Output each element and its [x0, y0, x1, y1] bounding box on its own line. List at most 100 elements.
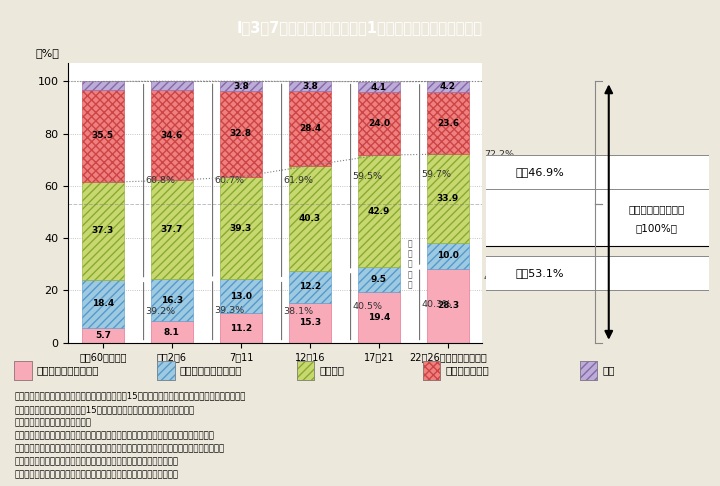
Text: 8.1: 8.1: [164, 328, 180, 336]
Text: 32.8: 32.8: [230, 129, 252, 139]
Bar: [82, 328, 124, 343]
Bar: [289, 91, 330, 166]
Text: 15.3: 15.3: [299, 318, 321, 327]
Bar: [220, 313, 261, 343]
Text: 24.0: 24.0: [368, 119, 390, 128]
Text: 34.6: 34.6: [161, 131, 183, 140]
Text: ２．第１子が１歳以上15歳未満の初婚どうしの夫婦について集計。: ２．第１子が１歳以上15歳未満の初婚どうしの夫婦について集計。: [14, 405, 194, 414]
Bar: [151, 81, 192, 90]
Text: 10.0: 10.0: [437, 251, 459, 260]
Text: 28.3: 28.3: [437, 301, 459, 310]
Text: 就業継続（育休利用）: 就業継続（育休利用）: [37, 365, 99, 375]
Bar: [427, 92, 469, 154]
Y-axis label: （%）: （%）: [36, 48, 60, 58]
Text: 9.5: 9.5: [371, 275, 387, 284]
Bar: [580, 361, 598, 380]
Text: 37.3: 37.3: [91, 226, 114, 236]
Text: 妊娠前から無職　　　－妊娠判明時無職～子供１歳時無職: 妊娠前から無職 －妊娠判明時無職～子供１歳時無職: [14, 470, 178, 480]
Bar: [158, 361, 175, 380]
Text: 39.2%: 39.2%: [145, 307, 176, 316]
Bar: [82, 89, 124, 182]
Text: 無職46.9%: 無職46.9%: [516, 167, 564, 176]
Text: 16.3: 16.3: [161, 295, 183, 305]
Text: 5.7: 5.7: [95, 330, 111, 340]
Bar: [151, 90, 192, 180]
Bar: [151, 180, 192, 279]
FancyBboxPatch shape: [265, 257, 720, 291]
FancyBboxPatch shape: [388, 183, 720, 246]
Bar: [423, 361, 440, 380]
Bar: [289, 82, 330, 91]
Text: 59.5%: 59.5%: [353, 172, 383, 181]
Text: 40.3%: 40.3%: [422, 300, 452, 310]
Text: 28.4: 28.4: [299, 124, 321, 133]
Text: 40.3: 40.3: [299, 214, 321, 223]
Text: （100%）: （100%）: [636, 223, 678, 233]
Text: 就業継続（育休なし）: 就業継続（育休なし）: [180, 365, 242, 375]
Text: 出
産
前
有
職: 出 産 前 有 職: [408, 239, 413, 290]
Text: ３．出産前後の就業経歴: ３．出産前後の就業経歴: [14, 418, 91, 427]
Bar: [359, 267, 400, 292]
Text: 37.7: 37.7: [161, 225, 183, 234]
Text: 23.6: 23.6: [437, 119, 459, 128]
Bar: [82, 279, 124, 328]
Bar: [427, 82, 469, 92]
Text: 有職53.1%: 有職53.1%: [516, 268, 564, 278]
Bar: [423, 361, 440, 380]
Text: 就業継続（育休なし）－妊娠判明時就業～育児休業取得なし～子供１歳時就業: 就業継続（育休なし）－妊娠判明時就業～育児休業取得なし～子供１歳時就業: [14, 444, 225, 453]
Bar: [220, 91, 261, 177]
Text: 60.8%: 60.8%: [145, 176, 176, 185]
Bar: [297, 361, 315, 380]
Text: 40.5%: 40.5%: [353, 302, 383, 311]
Bar: [82, 182, 124, 279]
Text: 就業継続（育休利用）－妊娠判明時就業～育児休業取得～子供１歳時就業: 就業継続（育休利用）－妊娠判明時就業～育児休業取得～子供１歳時就業: [14, 431, 214, 440]
Bar: [289, 271, 330, 303]
Text: 4.1: 4.1: [371, 83, 387, 91]
Bar: [82, 82, 124, 89]
Text: 第１子出産前有職者: 第１子出産前有職者: [629, 205, 685, 214]
Text: 出産退職: 出産退職: [320, 365, 344, 375]
Bar: [427, 269, 469, 343]
Text: 3.8: 3.8: [233, 82, 249, 91]
Text: 3.8: 3.8: [302, 82, 318, 91]
Bar: [359, 92, 400, 155]
Bar: [151, 279, 192, 321]
Text: 60.7%: 60.7%: [215, 175, 245, 185]
Bar: [151, 321, 192, 343]
Bar: [427, 154, 469, 243]
Bar: [359, 82, 400, 92]
Bar: [359, 155, 400, 267]
Bar: [289, 303, 330, 343]
Bar: [427, 243, 469, 269]
Bar: [289, 166, 330, 271]
FancyBboxPatch shape: [265, 155, 720, 189]
Text: 妊娠前から無職: 妊娠前から無職: [445, 365, 489, 375]
Bar: [220, 177, 261, 279]
Text: I－3－7図　子供の出生年別第1子出産前後の妻の就業経歴: I－3－7図 子供の出生年別第1子出産前後の妻の就業経歴: [237, 20, 483, 35]
Text: 出産退職　　　　　　－妊娠判明時就業～子供１歳時無職: 出産退職 －妊娠判明時就業～子供１歳時無職: [14, 457, 178, 467]
Text: 61.9%: 61.9%: [284, 176, 314, 185]
Text: 42.9: 42.9: [368, 207, 390, 216]
Bar: [220, 279, 261, 313]
Text: 33.9: 33.9: [437, 194, 459, 203]
Text: 18.4: 18.4: [91, 299, 114, 308]
Bar: [580, 361, 598, 380]
Text: 11.2: 11.2: [230, 324, 252, 332]
Bar: [359, 292, 400, 343]
Text: 12.2: 12.2: [299, 282, 321, 291]
Text: 4.2: 4.2: [440, 83, 456, 91]
Text: （備考）１．国立社会保障・人口問題研究所「第15回出生動向基本調査（夫婦調査）」より作成。: （備考）１．国立社会保障・人口問題研究所「第15回出生動向基本調査（夫婦調査）」…: [14, 392, 246, 401]
Bar: [297, 361, 315, 380]
Text: 39.3: 39.3: [230, 224, 252, 233]
Text: 59.7%: 59.7%: [422, 170, 451, 179]
Text: 19.4: 19.4: [368, 313, 390, 322]
Bar: [220, 81, 261, 91]
Bar: [14, 361, 32, 380]
Text: 不詳: 不詳: [602, 365, 615, 375]
Bar: [14, 361, 32, 380]
Text: 13.0: 13.0: [230, 292, 252, 301]
Text: 38.1%: 38.1%: [284, 307, 314, 315]
Text: 40.3%: 40.3%: [484, 273, 514, 282]
Text: 39.3%: 39.3%: [215, 306, 245, 315]
Text: 72.2%: 72.2%: [484, 150, 514, 159]
